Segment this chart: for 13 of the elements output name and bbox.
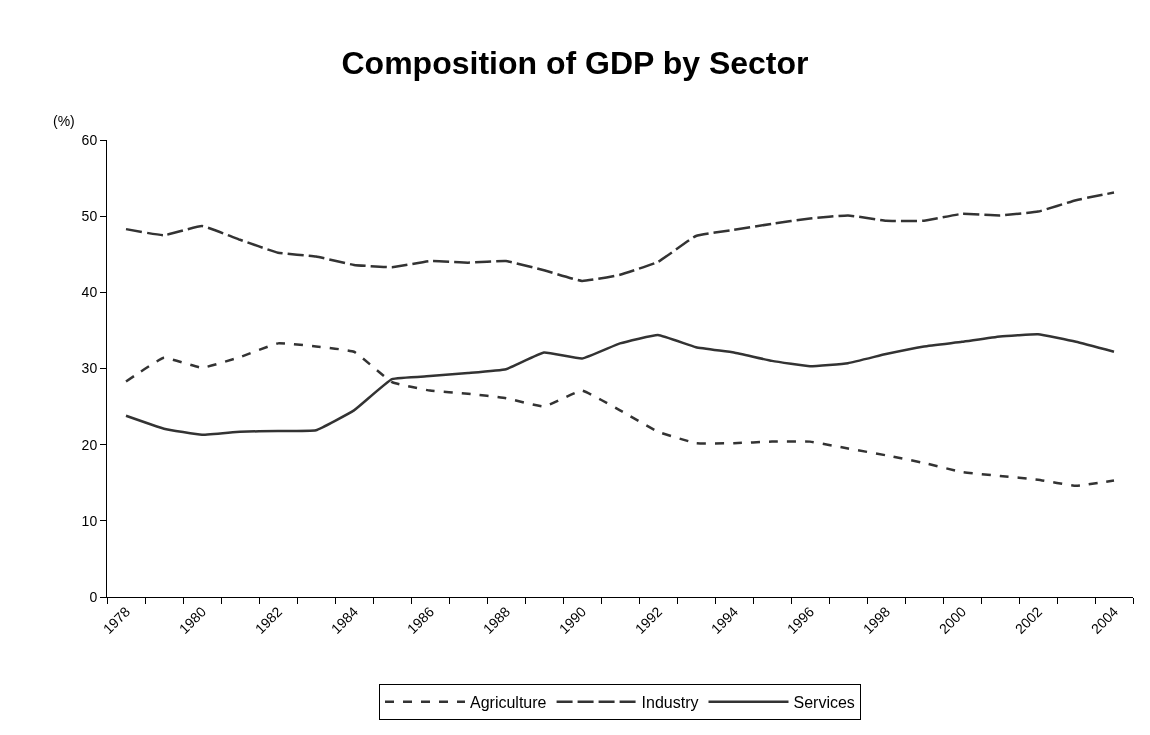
y-axis-title: (%) <box>53 113 75 129</box>
legend-label: Agriculture <box>470 693 547 711</box>
y-tick-label: 10 <box>81 512 98 529</box>
y-tick-label: 0 <box>89 588 98 605</box>
y-tick-label: 40 <box>81 284 98 301</box>
legend-label: Industry <box>641 693 699 711</box>
y-tick-label: 60 <box>81 131 98 148</box>
y-tick-label: 50 <box>81 208 98 225</box>
line-series <box>124 191 1116 283</box>
chart-title: Composition of GDP by Sector <box>341 44 809 81</box>
y-tick-label: 20 <box>81 436 98 453</box>
y-tick-label: 30 <box>81 360 98 377</box>
legend-label: Services <box>793 693 855 711</box>
